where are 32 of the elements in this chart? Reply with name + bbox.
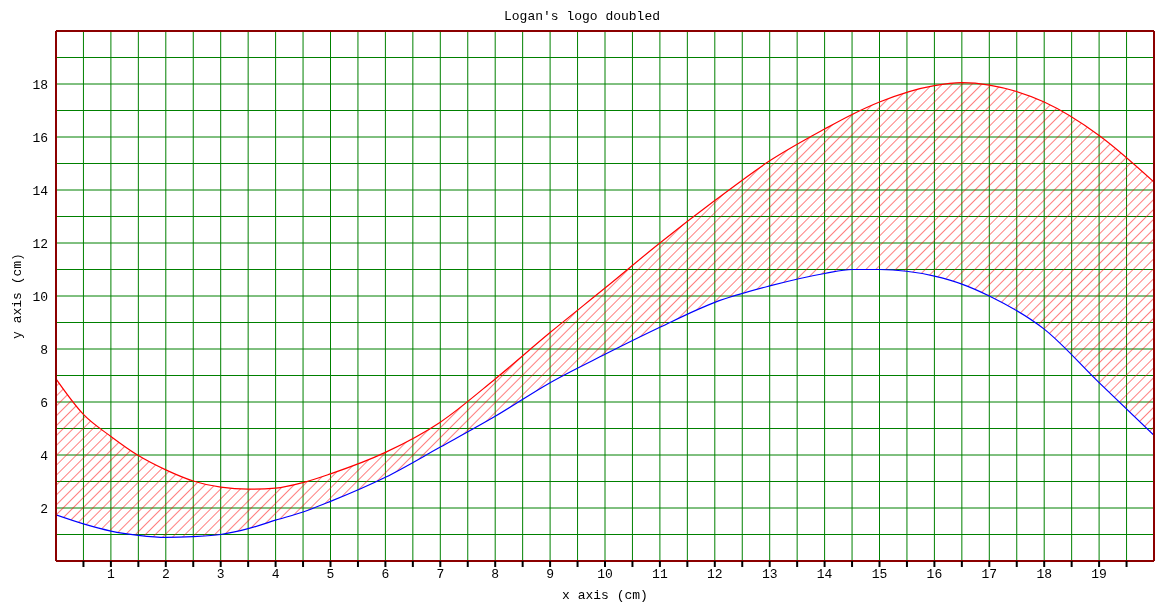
y-tick-label: 4 <box>40 448 49 464</box>
x-tick-label: 7 <box>436 567 445 583</box>
x-tick-label: 3 <box>216 567 225 583</box>
y-tick-label: 6 <box>40 395 48 411</box>
x-tick-label: 8 <box>491 567 500 583</box>
y-axis-title: y axis (cm) <box>9 253 25 339</box>
y-tick-label: 18 <box>32 77 48 93</box>
x-tick-label: 14 <box>816 567 833 583</box>
y-tick-label: 14 <box>32 183 49 199</box>
x-tick-label: 17 <box>981 567 998 583</box>
x-tick-label: 16 <box>926 567 943 583</box>
x-tick-label: 12 <box>707 567 723 583</box>
x-tick-label: 4 <box>271 567 280 583</box>
chart-title: Logan's logo doubled <box>503 9 661 24</box>
x-tick-label: 11 <box>652 567 668 583</box>
y-tick-label: 8 <box>40 342 48 358</box>
x-tick-label: 10 <box>597 567 613 583</box>
x-tick-label: 15 <box>871 567 888 583</box>
y-tick-label: 16 <box>32 130 48 146</box>
x-tick-label: 5 <box>326 567 335 583</box>
line-series <box>56 268 1154 539</box>
x-tick-label: 6 <box>381 567 390 583</box>
x-tick-label: 18 <box>1036 567 1052 583</box>
x-axis-title: x axis (cm) <box>562 588 648 603</box>
x-tick-label: 1 <box>106 567 115 583</box>
x-tick-label: 19 <box>1091 567 1107 583</box>
x-tick-label: 2 <box>161 567 170 583</box>
x-tick-label: 9 <box>546 567 555 583</box>
y-tick-label: 10 <box>32 289 48 305</box>
x-tick-label: 13 <box>761 567 778 583</box>
y-tick-label: 2 <box>40 501 48 517</box>
y-tick-label: 12 <box>32 236 48 252</box>
